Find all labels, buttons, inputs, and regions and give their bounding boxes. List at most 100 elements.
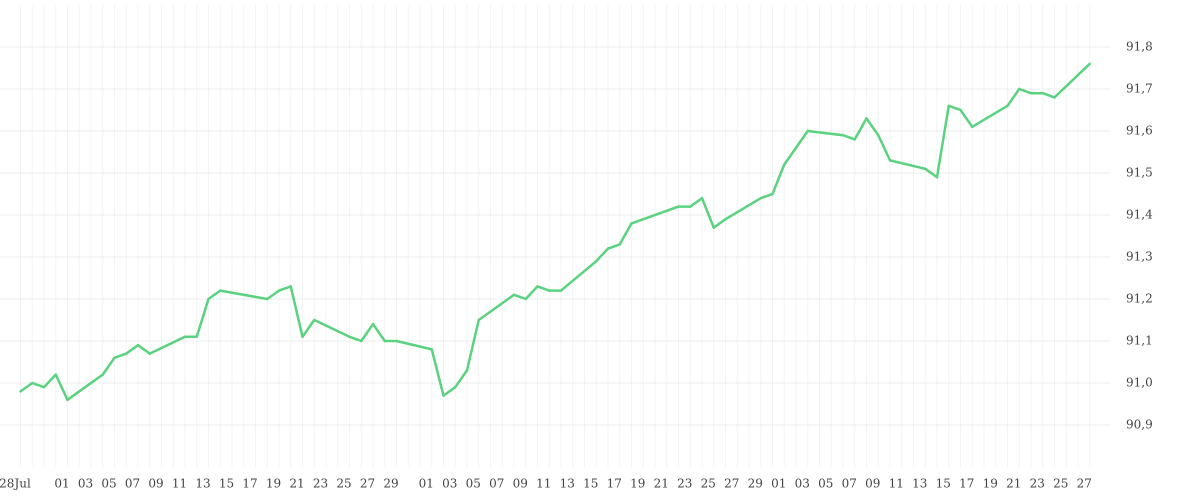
x-tick-label: 11 [536, 477, 551, 491]
line-segment [301, 318, 316, 339]
x-tick-label: 23 [1030, 477, 1045, 491]
plot [19, 62, 1091, 402]
line-segment [195, 297, 210, 339]
line-segment [219, 289, 269, 301]
line-segment [1041, 91, 1056, 99]
x-tick-label: 25 [1053, 477, 1068, 491]
y-tick-label: 91,6 [1126, 124, 1153, 138]
line-segment [865, 117, 880, 137]
y-tick-label: 91,8 [1126, 40, 1153, 54]
line-segment [806, 129, 845, 137]
x-tick-label: 09 [148, 477, 163, 491]
line-segment [783, 129, 809, 166]
line-segment [465, 318, 480, 372]
line-segment [289, 285, 304, 339]
line-segment [759, 192, 774, 200]
x-tick-label: 03 [795, 477, 810, 491]
x-tick-label: 19 [983, 477, 998, 491]
x-tick-label: 15 [219, 477, 234, 491]
line-segment [348, 335, 363, 343]
x-tick-label: 17 [959, 477, 974, 491]
line-segment [689, 196, 704, 208]
line-segment [266, 289, 281, 301]
x-tick-label: 27 [360, 477, 375, 491]
x-tick-label: 11 [172, 477, 187, 491]
line-segment [395, 339, 433, 351]
line-segment [136, 343, 151, 355]
line-segment [19, 381, 34, 393]
x-tick-label: 13 [195, 477, 210, 491]
x-tick-label: 19 [630, 477, 645, 491]
x-tick-label: 27 [724, 477, 739, 491]
line-segment [313, 318, 351, 339]
y-tick-label: 90,9 [1126, 418, 1153, 432]
x-tick-label: 25 [701, 477, 716, 491]
y-tick-label: 91,0 [1126, 376, 1153, 390]
x-tick-label: 11 [889, 477, 904, 491]
line-segment [454, 369, 469, 389]
x-tick-label: 17 [607, 477, 622, 491]
x-tick-label: 05 [101, 477, 116, 491]
line-segment [853, 117, 868, 141]
y-tick-label: 91,7 [1126, 82, 1153, 96]
y-tick-label: 91,3 [1126, 250, 1153, 264]
line-segment [630, 205, 680, 225]
line-segment [595, 247, 610, 263]
line-segment [207, 289, 222, 301]
line-segment [971, 104, 1009, 129]
line-segment [371, 322, 386, 343]
x-tick-label: 27 [1077, 477, 1092, 491]
y-tick-label: 91,2 [1126, 292, 1153, 306]
line-segment [559, 259, 598, 292]
line-segment [54, 373, 69, 402]
line-segment [125, 343, 140, 355]
x-tick-label: 03 [78, 477, 93, 491]
line-segment [606, 243, 621, 250]
line-segment [877, 133, 892, 162]
x-tick-label: 15 [936, 477, 951, 491]
x-tick-label: 29 [383, 477, 398, 491]
x-tick-label: 28Jul [0, 477, 31, 491]
line-segment [888, 159, 927, 171]
line-segment [66, 373, 104, 402]
x-tick-label: 07 [842, 477, 857, 491]
line-segment [771, 163, 786, 196]
line-segment [1018, 87, 1033, 95]
line-segment [42, 373, 57, 389]
y-tick-label: 91,5 [1126, 166, 1153, 180]
line-segment [724, 196, 762, 221]
line-segment [442, 385, 457, 397]
line-segment [360, 322, 375, 343]
line-segment [113, 352, 128, 360]
x-tick-label: 17 [242, 477, 257, 491]
line-segment [101, 356, 116, 376]
x-tick-label: 13 [912, 477, 927, 491]
x-tick-label: 19 [266, 477, 281, 491]
x-tick-label: 09 [865, 477, 880, 491]
x-tick-label: 21 [289, 477, 304, 491]
line-segment [1006, 87, 1021, 108]
line-segment [277, 285, 292, 292]
line-segment [618, 222, 633, 246]
x-tick-label: 01 [419, 477, 434, 491]
x-tick-label: 13 [560, 477, 575, 491]
line-segment [959, 108, 974, 129]
line-segment [148, 335, 187, 355]
x-tick-label: 25 [336, 477, 351, 491]
line-segment [31, 381, 46, 389]
x-tick-label: 01 [771, 477, 786, 491]
grid [0, 5, 1110, 467]
x-tick-label: 07 [125, 477, 140, 491]
line-segment [935, 104, 950, 179]
x-tick-label: 05 [466, 477, 481, 491]
x-tick-label: 29 [748, 477, 763, 491]
x-tick-label: 23 [313, 477, 328, 491]
x-tick-label: 01 [54, 477, 69, 491]
line-segment [1053, 62, 1091, 99]
line-segment [700, 196, 715, 229]
x-tick-label: 21 [654, 477, 669, 491]
x-tick-label: 15 [583, 477, 598, 491]
x-tick-label: 21 [1006, 477, 1021, 491]
line-segment [430, 348, 445, 397]
